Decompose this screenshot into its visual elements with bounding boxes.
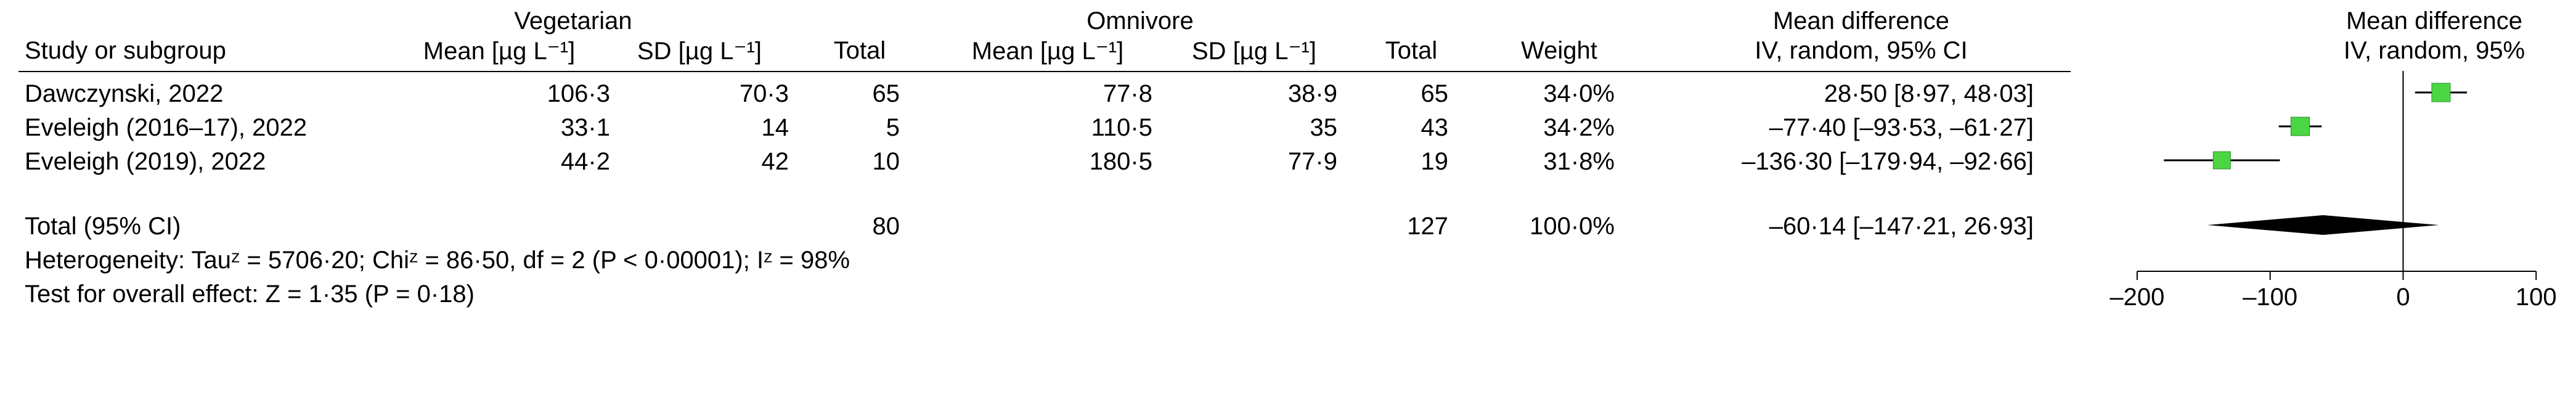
svg-text:–200: –200 <box>2109 284 2164 311</box>
hdr-omn-tot: Total <box>1411 37 1464 65</box>
hdr-veg-mean: Mean [µg L⁻¹] <box>499 37 651 65</box>
hdr-veg-tot: Total <box>860 37 912 65</box>
svg-text:100: 100 <box>2516 284 2557 311</box>
hdr-omn-mean: Mean [µg L⁻¹] <box>1048 37 1199 65</box>
cell-study: Eveleigh (2019), 2022 <box>25 148 266 176</box>
overall-effect-text: Test for overall effect: Z = 1·35 (P = 0… <box>25 281 475 308</box>
total-label: Total (95% CI) <box>25 213 181 240</box>
hdr-md1-top: Mean difference <box>1861 7 2037 35</box>
hdr-omn-sd: SD [µg L⁻¹] <box>1254 37 1379 65</box>
hdr-md1-sub: IV, random, 95% CI <box>1861 37 2074 65</box>
rule-top <box>18 71 2071 72</box>
heterogeneity-text: Heterogeneity: Tauᶻ = 5706·20; Chiᶻ = 86… <box>25 247 850 274</box>
forest-plot-table: Vegetarian Omnivore Mean difference Mean… <box>0 0 2576 410</box>
svg-text:0: 0 <box>2396 284 2410 311</box>
cell-study: Eveleigh (2016–17), 2022 <box>25 114 307 142</box>
hdr-vegetarian: Vegetarian <box>573 7 691 35</box>
cell-study: Dawczynski, 2022 <box>25 80 223 108</box>
forest-plot: –200 –100 0 100 <box>2071 0 2576 321</box>
hdr-weight: Weight <box>1559 37 1636 65</box>
hdr-veg-sd: SD [µg L⁻¹] <box>699 37 824 65</box>
hdr-study: Study or subgroup <box>25 37 226 65</box>
hdr-omnivore: Omnivore <box>1140 7 1247 35</box>
svg-text:–100: –100 <box>2243 284 2297 311</box>
